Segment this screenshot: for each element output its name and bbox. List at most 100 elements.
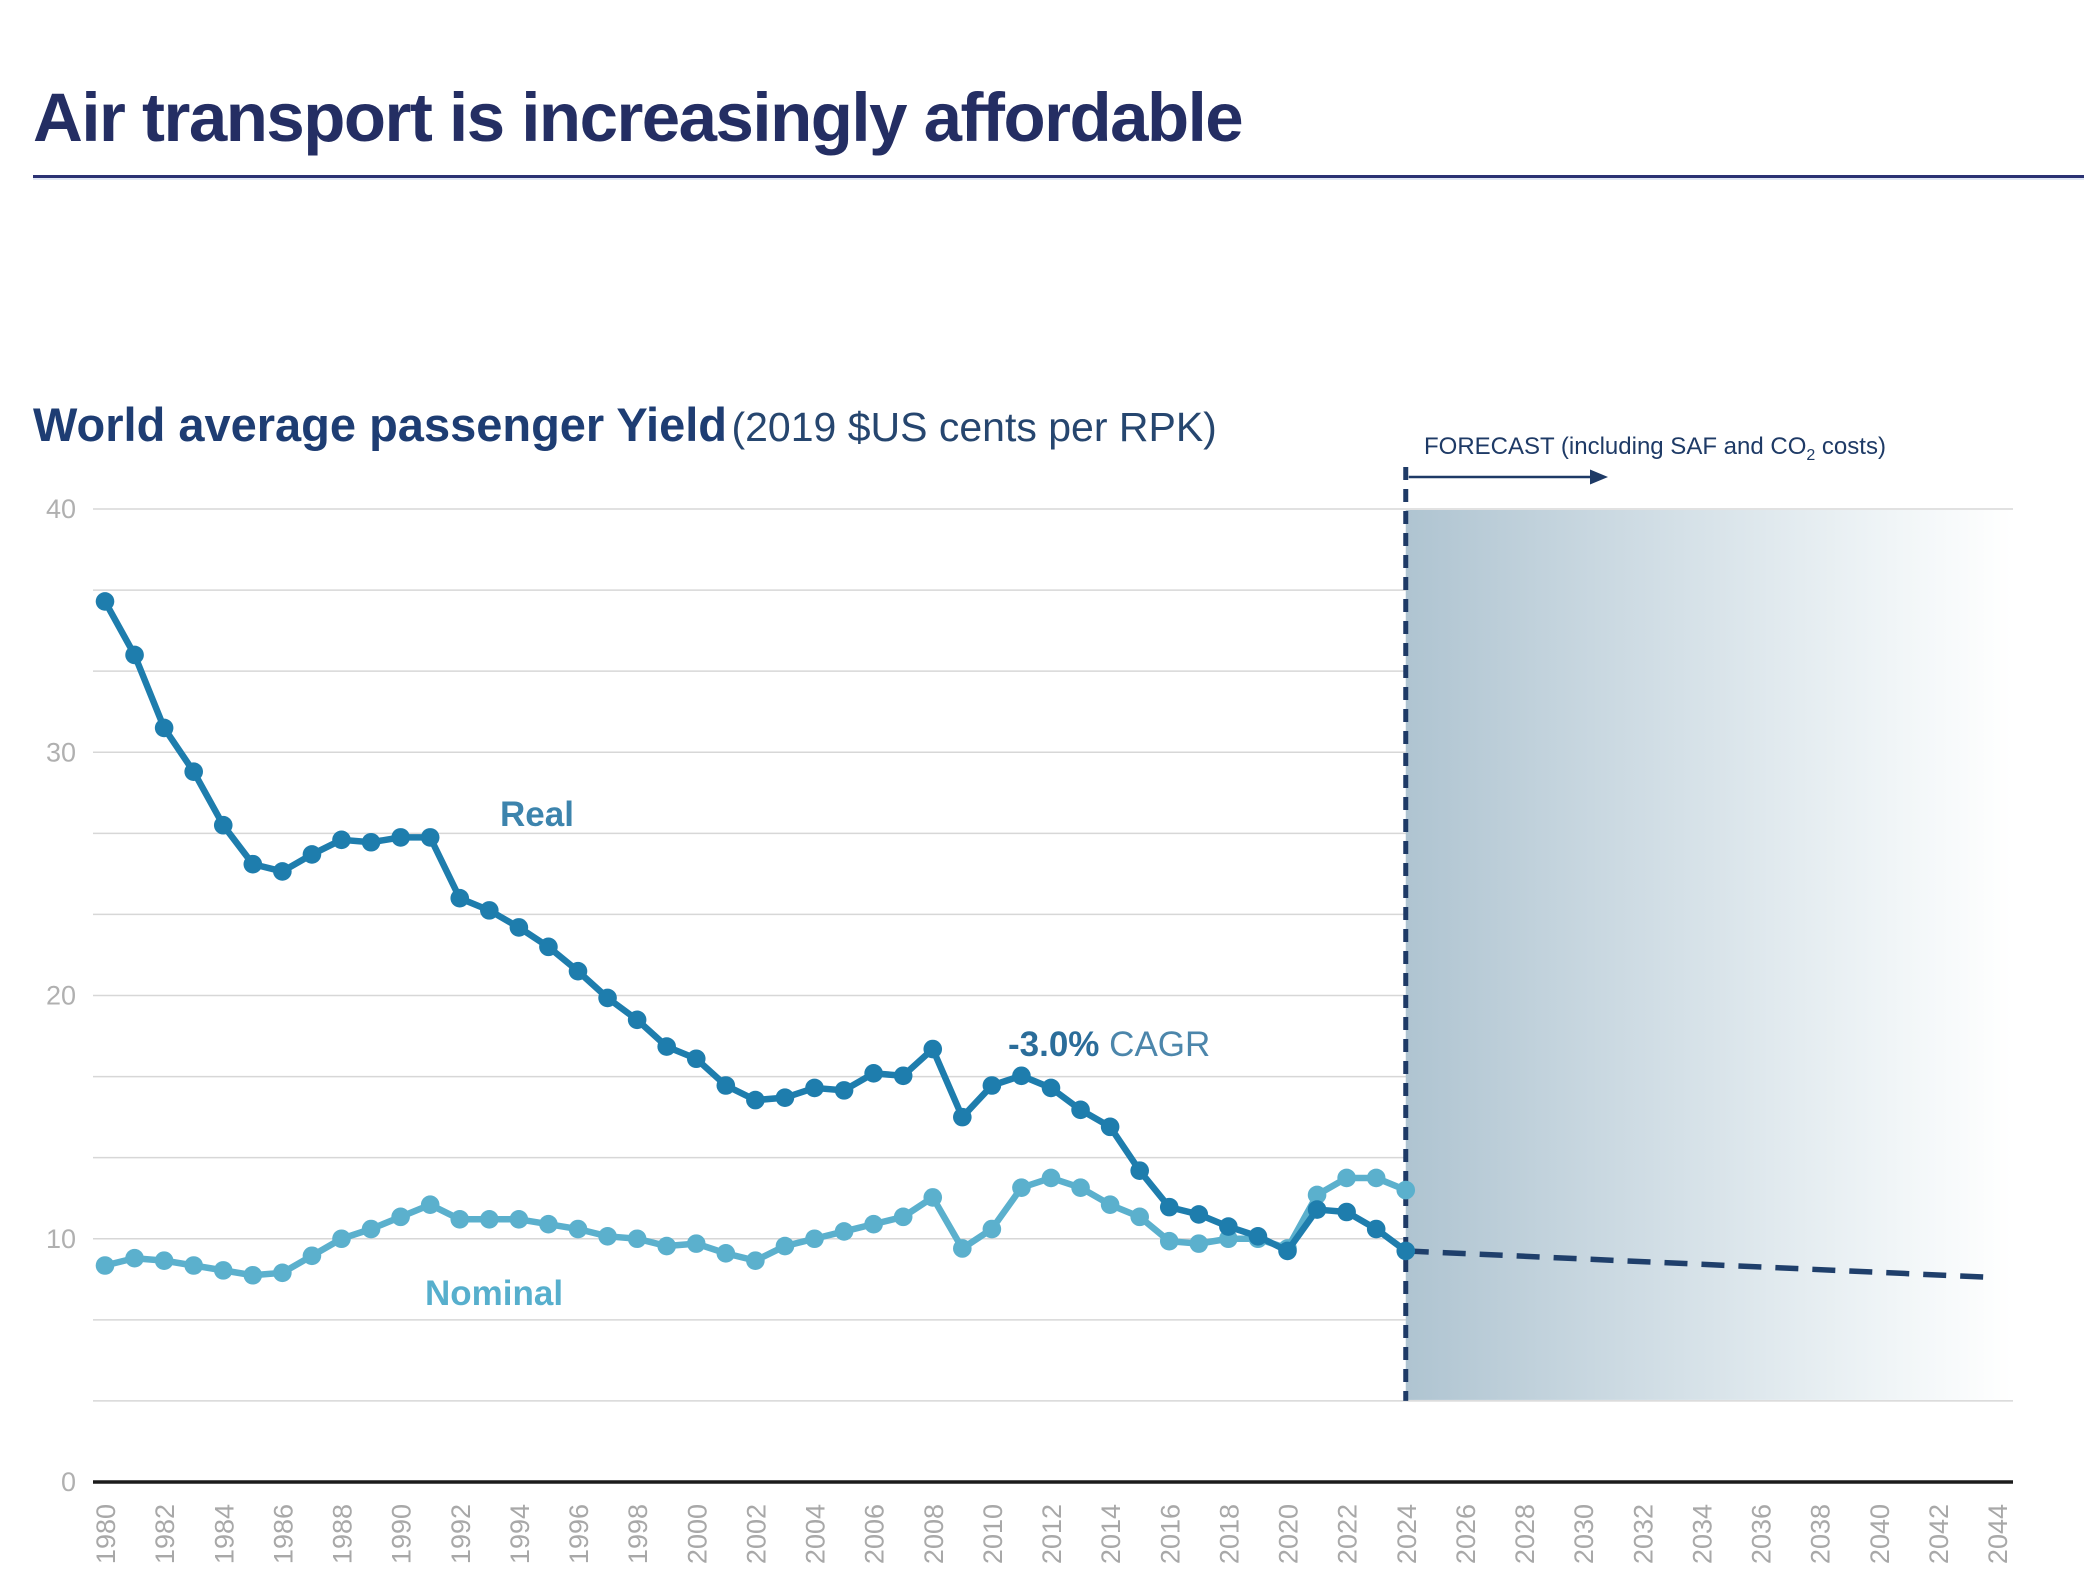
- nominal-point: [273, 1263, 292, 1283]
- nominal-point: [1071, 1178, 1090, 1197]
- nominal-series-label: Nominal: [425, 1274, 564, 1313]
- real-point: [184, 762, 203, 782]
- nominal-point: [1396, 1180, 1416, 1200]
- nominal-point: [184, 1256, 203, 1275]
- real-point: [686, 1049, 706, 1069]
- nominal-point: [154, 1251, 174, 1270]
- real-point: [834, 1081, 854, 1100]
- real-line: [101, 598, 1409, 1255]
- real-point: [95, 592, 115, 611]
- x-tick-label: 2024: [1392, 1504, 1422, 1564]
- x-tick-label: 2018: [1214, 1504, 1244, 1564]
- nominal-point: [923, 1188, 943, 1207]
- x-tick-label: 2020: [1274, 1504, 1304, 1564]
- real-point: [480, 901, 499, 920]
- nominal-point: [450, 1209, 470, 1229]
- x-tick-label: 2028: [1510, 1504, 1540, 1564]
- nominal-point: [1130, 1207, 1149, 1227]
- forecast-projection-dashed-line: [1405, 1248, 1998, 1281]
- nominal-point: [775, 1236, 795, 1256]
- real-point: [1396, 1241, 1416, 1261]
- x-tick-label: 1994: [505, 1504, 535, 1564]
- nominal-point: [568, 1219, 588, 1239]
- nominal-point: [627, 1229, 647, 1249]
- real-point: [1041, 1078, 1061, 1098]
- real-point: [1307, 1200, 1327, 1219]
- cagr-value: -3.0%: [1008, 1025, 1100, 1064]
- real-point: [361, 832, 381, 852]
- x-tick-label: 1996: [564, 1504, 594, 1564]
- forecast-annotation-subscript: 2: [1806, 446, 1816, 464]
- nominal-point: [982, 1219, 1002, 1239]
- real-point: [1130, 1161, 1149, 1180]
- forecast-region: [1405, 510, 2013, 1400]
- x-tick-label: 2004: [801, 1504, 831, 1564]
- nominal-point: [302, 1246, 322, 1266]
- nominal-point: [746, 1251, 765, 1270]
- nominal-point: [125, 1248, 144, 1268]
- chart-title-units: (2019 $US cents per RPK): [731, 404, 1217, 450]
- nominal-point: [1337, 1168, 1356, 1188]
- real-point: [391, 828, 410, 847]
- nominal-point: [420, 1195, 440, 1214]
- real-point: [302, 845, 322, 864]
- real-point: [598, 988, 617, 1008]
- nominal-point: [332, 1229, 351, 1249]
- page-title: Air transport is increasingly affordable: [33, 79, 1244, 157]
- x-tick-label: 2040: [1865, 1504, 1895, 1564]
- nominal-point: [509, 1209, 529, 1229]
- x-tick-label: 1988: [328, 1504, 358, 1564]
- real-point: [923, 1039, 943, 1059]
- x-tick-label: 2016: [1155, 1504, 1185, 1564]
- real-point: [1071, 1100, 1090, 1120]
- chart-title-main: World average passenger Yield: [33, 398, 727, 451]
- real-point: [1100, 1117, 1120, 1137]
- x-tick-label: 2014: [1096, 1504, 1126, 1564]
- x-tick-label: 2026: [1451, 1504, 1481, 1564]
- x-tick-label: 1984: [209, 1504, 239, 1564]
- forecast-annotation-text-end: costs): [1815, 433, 1886, 460]
- real-point: [716, 1076, 736, 1095]
- x-tick-label: 2030: [1569, 1504, 1599, 1564]
- real-point: [1248, 1227, 1268, 1246]
- real-point: [746, 1090, 765, 1110]
- real-point: [1012, 1066, 1031, 1086]
- cagr-suffix: CAGR: [1099, 1025, 1211, 1064]
- x-tick-label: 2008: [919, 1504, 949, 1564]
- nominal-point: [598, 1227, 617, 1246]
- real-point: [1159, 1197, 1179, 1217]
- nominal-point: [213, 1261, 233, 1280]
- real-point: [213, 815, 233, 835]
- nominal-point: [805, 1229, 824, 1249]
- real-series-label: Real: [500, 795, 574, 834]
- nominal-point: [1159, 1231, 1179, 1251]
- y-tick-label: 0: [61, 1467, 76, 1497]
- nominal-point: [1012, 1178, 1031, 1197]
- x-tick-label: 1998: [623, 1504, 653, 1564]
- real-point: [1189, 1205, 1209, 1224]
- nominal-point: [1189, 1234, 1209, 1253]
- nominal-point: [391, 1207, 410, 1227]
- nominal-point: [1366, 1168, 1386, 1188]
- real-point: [893, 1066, 913, 1086]
- nominal-point: [716, 1244, 736, 1263]
- real-point: [568, 961, 588, 981]
- real-point: [332, 830, 351, 850]
- forecast-annotation-text: FORECAST (including SAF and CO: [1424, 433, 1807, 460]
- x-tick-label: 2012: [1037, 1504, 1067, 1564]
- x-tick-label: 2022: [1333, 1504, 1363, 1564]
- real-point: [539, 937, 558, 957]
- real-point: [982, 1076, 1002, 1095]
- real-point: [953, 1107, 972, 1127]
- title-divider: [33, 175, 2084, 178]
- x-tick-label: 2006: [860, 1504, 890, 1564]
- nominal-point: [539, 1214, 558, 1234]
- real-point: [450, 888, 470, 908]
- x-tick-label: 1986: [268, 1504, 298, 1564]
- nominal-point: [893, 1207, 913, 1227]
- x-tick-label: 2034: [1687, 1504, 1717, 1564]
- x-tick-label: 2002: [741, 1504, 771, 1564]
- x-tick-label: 1990: [387, 1504, 417, 1564]
- nominal-point: [1307, 1185, 1327, 1205]
